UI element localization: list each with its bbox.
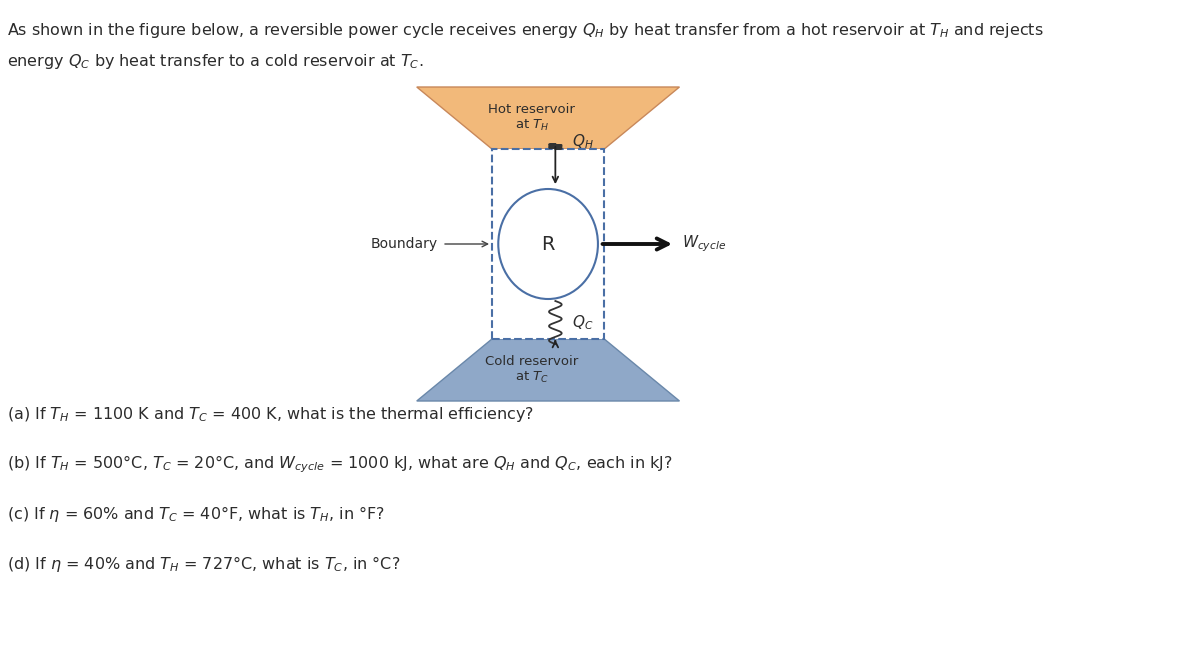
Text: (b) If $T_H$ = 500°C, $T_C$ = 20°C, and $W_{cycle}$ = 1000 kJ, what are $Q_H$ an: (b) If $T_H$ = 500°C, $T_C$ = 20°C, and … [7,453,673,475]
Text: Cold reservoir
at $T_C$: Cold reservoir at $T_C$ [485,355,578,385]
Text: (c) If $\eta$ = 60% and $T_C$ = 40°F, what is $T_H$, in °F?: (c) If $\eta$ = 60% and $T_C$ = 40°F, wh… [7,504,385,524]
Text: $W_{cycle}$: $W_{cycle}$ [682,234,726,254]
Text: $Q_C$: $Q_C$ [571,313,593,332]
Text: As shown in the figure below, a reversible power cycle receives energy $Q_H$ by : As shown in the figure below, a reversib… [7,21,1044,40]
Polygon shape [416,87,679,149]
Text: Hot reservoir
at $T_H$: Hot reservoir at $T_H$ [488,103,575,133]
Polygon shape [416,339,679,401]
Text: (a) If $T_H$ = 1100 K and $T_C$ = 400 K, what is the thermal efficiency?: (a) If $T_H$ = 1100 K and $T_C$ = 400 K,… [7,404,534,424]
Text: energy $Q_C$ by heat transfer to a cold reservoir at $T_C$.: energy $Q_C$ by heat transfer to a cold … [7,52,424,71]
Bar [492,149,605,339]
Text: R: R [541,234,554,254]
Text: (d) If $\eta$ = 40% and $T_H$ = 727°C, what is $T_C$, in °C?: (d) If $\eta$ = 40% and $T_H$ = 727°C, w… [7,554,401,574]
Text: Boundary: Boundary [371,237,438,251]
Text: $Q_H$: $Q_H$ [571,132,593,151]
